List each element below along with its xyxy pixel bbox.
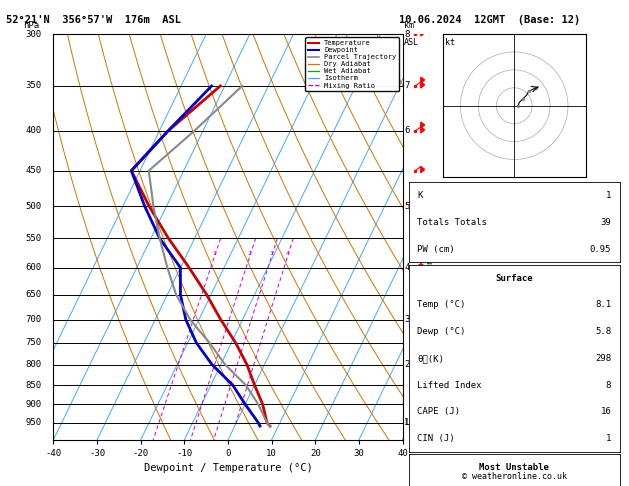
Text: 400: 400 bbox=[25, 126, 42, 136]
Text: 1: 1 bbox=[606, 434, 611, 443]
Text: 3: 3 bbox=[404, 315, 409, 324]
Text: 3: 3 bbox=[270, 251, 274, 256]
Polygon shape bbox=[421, 25, 425, 31]
X-axis label: Dewpoint / Temperature (°C): Dewpoint / Temperature (°C) bbox=[143, 464, 313, 473]
Text: 650: 650 bbox=[25, 290, 42, 299]
Polygon shape bbox=[421, 234, 425, 241]
Text: K: K bbox=[417, 191, 423, 200]
Text: ASL: ASL bbox=[404, 38, 420, 47]
Text: 0.95: 0.95 bbox=[589, 244, 611, 254]
Text: 298: 298 bbox=[595, 354, 611, 363]
Polygon shape bbox=[421, 122, 425, 128]
Text: 1: 1 bbox=[213, 251, 216, 256]
Text: 750: 750 bbox=[25, 338, 42, 347]
Text: 2: 2 bbox=[248, 251, 252, 256]
Text: Surface: Surface bbox=[496, 274, 533, 283]
Text: θᴇ(K): θᴇ(K) bbox=[417, 354, 444, 363]
Polygon shape bbox=[421, 127, 425, 133]
Text: kt: kt bbox=[445, 38, 455, 47]
Polygon shape bbox=[421, 77, 425, 83]
Polygon shape bbox=[421, 202, 425, 208]
Text: 350: 350 bbox=[25, 82, 42, 90]
Text: hPa: hPa bbox=[23, 21, 40, 30]
Text: 5.8: 5.8 bbox=[595, 327, 611, 336]
Text: CIN (J): CIN (J) bbox=[417, 434, 455, 443]
Text: 600: 600 bbox=[25, 263, 42, 272]
Text: 8: 8 bbox=[404, 30, 409, 38]
Text: 450: 450 bbox=[25, 166, 42, 175]
Text: 950: 950 bbox=[25, 418, 42, 427]
Text: LCL: LCL bbox=[404, 418, 420, 427]
Text: 4: 4 bbox=[286, 251, 289, 256]
Text: 5: 5 bbox=[404, 202, 409, 211]
Polygon shape bbox=[421, 263, 425, 270]
Text: 2: 2 bbox=[404, 360, 409, 369]
Text: CAPE (J): CAPE (J) bbox=[417, 407, 460, 417]
Text: Totals Totals: Totals Totals bbox=[417, 218, 487, 227]
Text: 900: 900 bbox=[25, 400, 42, 409]
Text: 8.1: 8.1 bbox=[595, 300, 611, 310]
Text: 300: 300 bbox=[25, 30, 42, 38]
Text: 850: 850 bbox=[25, 381, 42, 390]
Text: Mixing Ratio (g/kg): Mixing Ratio (g/kg) bbox=[426, 190, 435, 284]
Text: 6: 6 bbox=[404, 126, 409, 136]
Polygon shape bbox=[421, 167, 425, 173]
Text: km: km bbox=[404, 21, 415, 30]
Text: PW (cm): PW (cm) bbox=[417, 244, 455, 254]
Text: 39: 39 bbox=[601, 218, 611, 227]
Text: Dewp (°C): Dewp (°C) bbox=[417, 327, 465, 336]
Text: 500: 500 bbox=[25, 202, 42, 211]
Text: 550: 550 bbox=[25, 234, 42, 243]
Text: 1: 1 bbox=[404, 418, 409, 427]
Text: 10.06.2024  12GMT  (Base: 12): 10.06.2024 12GMT (Base: 12) bbox=[399, 15, 581, 25]
Legend: Temperature, Dewpoint, Parcel Trajectory, Dry Adiabat, Wet Adiabat, Isotherm, Mi: Temperature, Dewpoint, Parcel Trajectory… bbox=[305, 37, 399, 91]
Text: 700: 700 bbox=[25, 315, 42, 324]
Text: 800: 800 bbox=[25, 360, 42, 369]
Text: 7: 7 bbox=[404, 82, 409, 90]
Text: 1: 1 bbox=[606, 191, 611, 200]
Text: 52°21'N  356°57'W  176m  ASL: 52°21'N 356°57'W 176m ASL bbox=[6, 15, 181, 25]
Polygon shape bbox=[421, 20, 425, 26]
Text: Most Unstable: Most Unstable bbox=[479, 463, 549, 472]
Text: Temp (°C): Temp (°C) bbox=[417, 300, 465, 310]
Text: © weatheronline.co.uk: © weatheronline.co.uk bbox=[462, 472, 567, 481]
Text: 16: 16 bbox=[601, 407, 611, 417]
Text: 8: 8 bbox=[606, 381, 611, 390]
Polygon shape bbox=[421, 30, 425, 36]
Polygon shape bbox=[421, 82, 425, 88]
Text: Lifted Index: Lifted Index bbox=[417, 381, 482, 390]
Text: 4: 4 bbox=[404, 263, 409, 272]
